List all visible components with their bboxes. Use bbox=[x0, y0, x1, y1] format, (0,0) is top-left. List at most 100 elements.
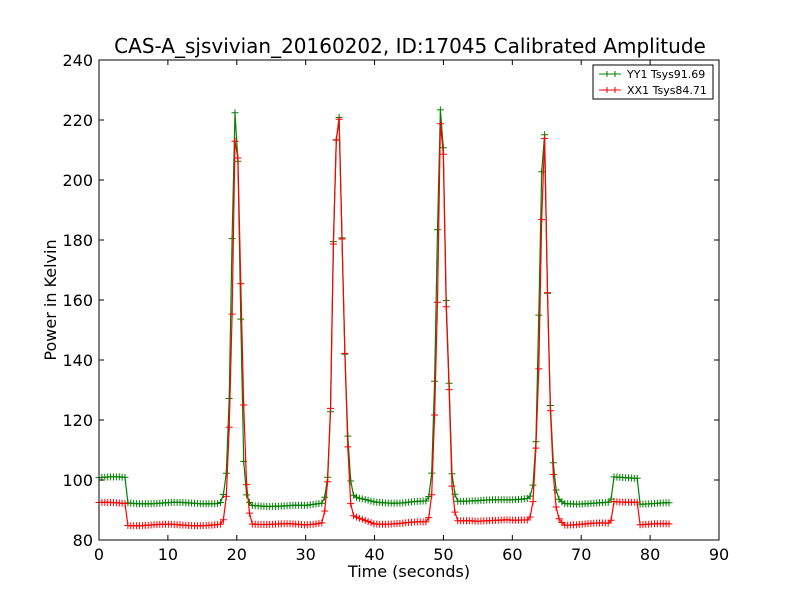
y-tick-label: 220 bbox=[62, 111, 93, 130]
data-point-xx1 bbox=[353, 513, 360, 521]
data-point-yy1 bbox=[321, 493, 329, 501]
data-point-yy1 bbox=[214, 500, 222, 507]
data-point-yy1 bbox=[217, 499, 224, 506]
data-point-yy1 bbox=[364, 496, 372, 504]
data-point-xx1 bbox=[121, 500, 129, 507]
data-point-yy1 bbox=[222, 469, 230, 477]
data-point-yy1 bbox=[243, 491, 251, 499]
data-point-yy1 bbox=[318, 499, 326, 507]
x-tick-label: 40 bbox=[364, 545, 384, 564]
data-point-xx1 bbox=[425, 514, 433, 522]
data-point-yy1 bbox=[347, 477, 355, 485]
data-point-xx1 bbox=[549, 471, 557, 478]
data-point-xx1 bbox=[436, 120, 444, 128]
data-point-xx1 bbox=[228, 310, 236, 318]
data-point-xx1 bbox=[544, 289, 551, 297]
data-point-yy1 bbox=[529, 481, 537, 489]
data-point-xx1 bbox=[529, 498, 537, 506]
data-point-yy1 bbox=[428, 469, 436, 477]
x-tick-label: 30 bbox=[295, 545, 315, 564]
legend-marker-xx1 bbox=[604, 87, 618, 93]
data-point-xx1 bbox=[428, 491, 436, 499]
y-tick-label: 120 bbox=[62, 411, 93, 430]
data-point-xx1 bbox=[234, 154, 242, 162]
legend-box bbox=[592, 64, 714, 100]
chart-title: CAS-A_sjsvivian_20160202, ID:17045 Calib… bbox=[114, 34, 706, 58]
data-point-yy1 bbox=[431, 377, 439, 385]
data-point-xx1 bbox=[665, 520, 673, 528]
data-point-xx1 bbox=[231, 137, 239, 145]
series-layer bbox=[95, 106, 673, 530]
data-point-xx1 bbox=[222, 492, 230, 500]
x-axis-label: Time (seconds) bbox=[347, 562, 470, 581]
y-tick-label: 100 bbox=[62, 471, 93, 490]
data-point-yy1 bbox=[228, 235, 236, 243]
x-tick-label: 60 bbox=[502, 545, 522, 564]
data-point-xx1 bbox=[355, 514, 363, 522]
data-point-xx1 bbox=[434, 298, 441, 306]
data-point-xx1 bbox=[335, 115, 343, 123]
data-point-yy1 bbox=[355, 494, 363, 502]
data-point-xx1 bbox=[327, 404, 334, 412]
y-tick-label: 200 bbox=[62, 171, 93, 190]
data-point-xx1 bbox=[318, 519, 326, 527]
data-point-xx1 bbox=[532, 444, 540, 452]
data-point-yy1 bbox=[633, 474, 641, 482]
data-point-yy1 bbox=[665, 499, 673, 507]
data-point-yy1 bbox=[436, 106, 444, 114]
data-point-xx1 bbox=[526, 513, 534, 521]
legend: YY1 Tsys91.69 XX1 Tsys84.71 bbox=[592, 64, 714, 100]
data-point-xx1 bbox=[448, 482, 456, 490]
data-point-xx1 bbox=[523, 516, 531, 524]
data-point-xx1 bbox=[338, 235, 346, 243]
data-point-yy1 bbox=[121, 473, 129, 481]
y-tick-label: 80 bbox=[73, 531, 93, 550]
data-point-xx1 bbox=[431, 411, 439, 419]
x-tick-label: 0 bbox=[94, 545, 104, 564]
y-tick-label: 160 bbox=[62, 291, 93, 310]
data-point-xx1 bbox=[219, 516, 227, 524]
x-tick-label: 20 bbox=[227, 545, 247, 564]
data-point-xx1 bbox=[541, 135, 549, 142]
data-point-yy1 bbox=[225, 395, 233, 402]
series-xx1 bbox=[95, 115, 673, 530]
x-tick-label: 10 bbox=[158, 545, 178, 564]
data-point-yy1 bbox=[552, 486, 560, 494]
data-point-yy1 bbox=[231, 109, 239, 117]
data-point-yy1 bbox=[361, 496, 369, 503]
data-point-xx1 bbox=[451, 508, 459, 516]
legend-marker-yy1 bbox=[604, 71, 618, 77]
data-point-xx1 bbox=[555, 515, 563, 523]
data-point-xx1 bbox=[439, 150, 447, 158]
data-point-xx1 bbox=[422, 518, 430, 526]
series-yy1 bbox=[95, 106, 673, 510]
legend-label-xx1: XX1 Tsys84.71 bbox=[627, 84, 707, 97]
data-point-yy1 bbox=[604, 498, 612, 506]
data-point-xx1 bbox=[347, 500, 355, 508]
data-point-xx1 bbox=[237, 280, 245, 288]
data-point-xx1 bbox=[442, 303, 450, 311]
data-point-yy1 bbox=[434, 226, 441, 234]
data-point-xx1 bbox=[552, 503, 560, 511]
y-tick-label: 180 bbox=[62, 231, 93, 250]
data-point-yy1 bbox=[237, 315, 245, 323]
data-point-xx1 bbox=[240, 401, 248, 409]
plot-area bbox=[99, 60, 719, 540]
data-point-xx1 bbox=[329, 240, 337, 248]
data-point-xx1 bbox=[538, 216, 546, 224]
data-point-xx1 bbox=[225, 423, 233, 431]
data-point-yy1 bbox=[538, 168, 546, 176]
data-point-xx1 bbox=[243, 481, 251, 489]
x-tick-label: 70 bbox=[571, 545, 591, 564]
data-point-xx1 bbox=[217, 520, 224, 528]
data-point-xx1 bbox=[607, 516, 615, 524]
data-point-yy1 bbox=[358, 495, 366, 503]
data-point-xx1 bbox=[535, 365, 543, 373]
data-point-xx1 bbox=[332, 136, 340, 144]
data-point-yy1 bbox=[422, 497, 430, 505]
data-point-xx1 bbox=[350, 512, 358, 520]
data-point-xx1 bbox=[546, 407, 554, 415]
y-tick-label: 240 bbox=[62, 51, 93, 70]
y-tick-label: 140 bbox=[62, 351, 93, 370]
